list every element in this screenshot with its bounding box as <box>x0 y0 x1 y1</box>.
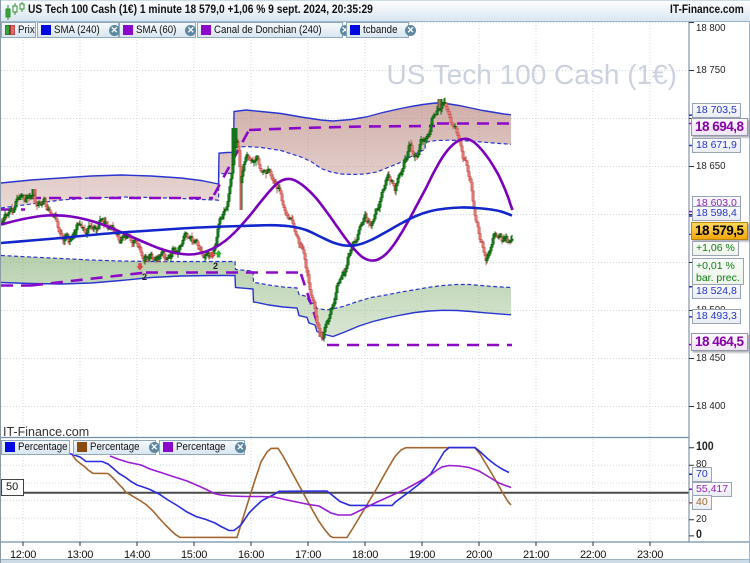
svg-text:US Tech 100 Cash (1€): US Tech 100 Cash (1€) <box>386 59 677 90</box>
svg-text:2: 2 <box>213 261 218 271</box>
svg-text:2: 2 <box>142 272 147 282</box>
